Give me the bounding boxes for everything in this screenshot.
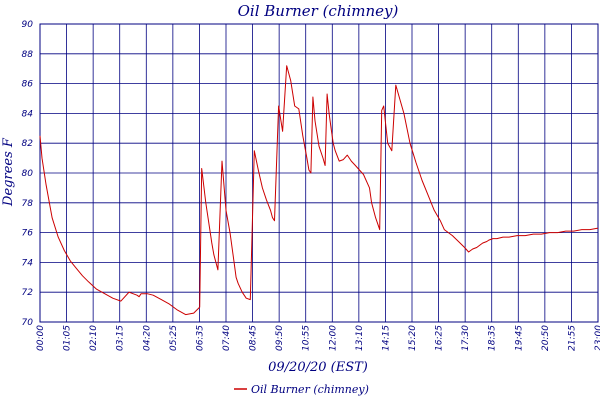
x-tick-label: 18:35	[488, 325, 498, 351]
x-tick-label: 09:50	[275, 325, 285, 351]
x-tick-label: 07:40	[222, 325, 232, 351]
grid	[39, 23, 599, 323]
series-layer	[39, 65, 599, 316]
x-tick-label: 15:20	[408, 325, 418, 351]
y-tick-label: 84	[22, 109, 34, 119]
y-tick-label: 76	[22, 229, 34, 239]
y-tick-label: 78	[22, 199, 34, 209]
chart-title: Oil Burner (chimney)	[238, 2, 399, 20]
x-axis-ticks: 00:00 01:05 02:10 03:15 04:20 05:25 06:35 07:40…	[36, 325, 600, 351]
y-tick-label: 74	[22, 258, 34, 268]
y-tick-label: 82	[22, 139, 34, 149]
x-tick-label: 14:15	[381, 325, 391, 351]
y-axis-title: Degrees F	[1, 137, 16, 207]
x-tick-label: 12:00	[328, 325, 338, 351]
x-tick-label: 23:00	[594, 325, 600, 351]
x-tick-label: 17:30	[461, 325, 471, 351]
x-tick-label: 01:05	[63, 325, 73, 351]
x-tick-label: 00:00	[36, 325, 46, 351]
y-axis-ticks: 70 72 74 76 78 80 82 84 86 88 90	[22, 20, 34, 328]
x-tick-label: 04:20	[142, 325, 152, 351]
x-tick-label: 21:55	[567, 325, 577, 351]
x-tick-label: 03:15	[116, 325, 126, 351]
y-tick-label: 80	[22, 169, 34, 179]
legend: Oil Burner (chimney)	[234, 383, 369, 396]
series-line	[39, 65, 599, 316]
x-tick-label: 05:25	[169, 325, 179, 351]
y-tick-label: 72	[22, 288, 34, 298]
x-tick-label: 02:10	[89, 325, 99, 351]
y-tick-label: 70	[22, 318, 34, 328]
x-tick-label: 19:45	[514, 325, 524, 351]
x-tick-label: 08:45	[249, 325, 259, 351]
legend-label: Oil Burner (chimney)	[251, 383, 369, 396]
y-tick-label: 90	[22, 20, 34, 30]
x-tick-label: 20:50	[541, 325, 551, 351]
y-tick-label: 86	[22, 80, 34, 90]
x-tick-label: 10:55	[302, 325, 312, 351]
x-tick-label: 16:25	[435, 325, 445, 351]
x-axis-title: 09/20/20 (EST)	[268, 360, 368, 375]
x-tick-label: 06:35	[195, 325, 205, 351]
y-tick-label: 88	[22, 50, 34, 60]
x-tick-label: 13:10	[355, 325, 365, 351]
